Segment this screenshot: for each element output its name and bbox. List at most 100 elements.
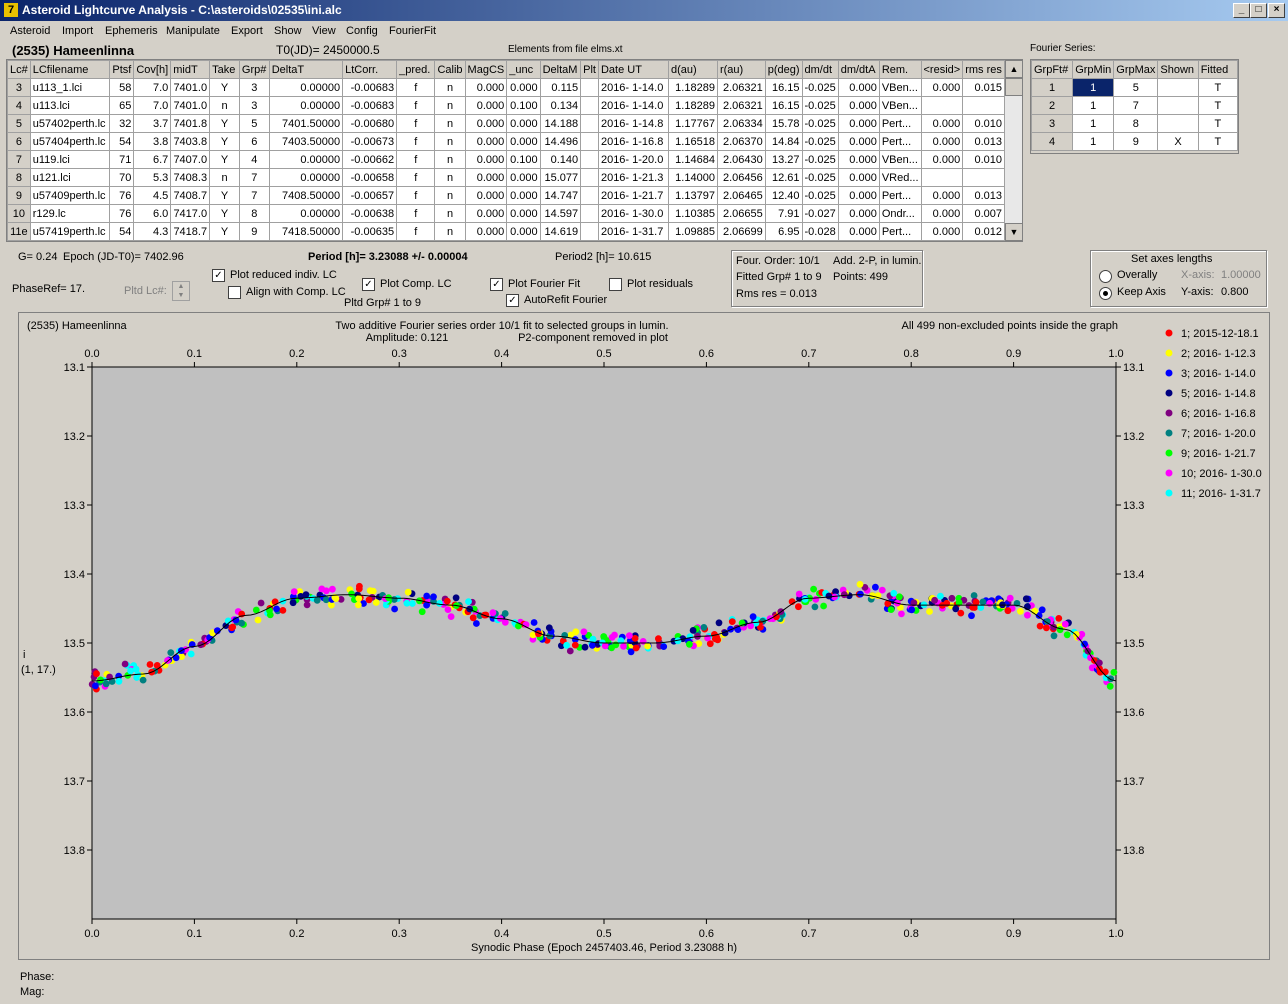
table-cell[interactable]: 7 (238, 168, 270, 187)
table-cell[interactable]: n (434, 222, 466, 241)
table-cell[interactable]: 0.000 (506, 168, 541, 187)
row-header[interactable]: 6 (7, 132, 31, 151)
lc-col-header[interactable]: _pred. (396, 60, 436, 79)
table-cell[interactable]: f (396, 114, 436, 133)
lc-col-header[interactable]: _unc (506, 60, 541, 79)
table-cell[interactable]: 0.000 (837, 204, 880, 223)
table-cell[interactable]: 0.007 (962, 204, 1005, 223)
table-cell[interactable]: 7 (238, 186, 270, 205)
table-cell[interactable]: 2016- 1-14.0 (597, 96, 670, 115)
table-cell[interactable]: 0.134 (539, 96, 582, 115)
table-cell[interactable]: n (434, 150, 466, 169)
table-cell[interactable]: 76 (109, 186, 135, 205)
table-cell[interactable] (1157, 114, 1199, 133)
table-cell[interactable]: 2.06370 (716, 132, 766, 151)
plot-comp-checkbox[interactable]: ✓ (362, 278, 375, 291)
table-cell[interactable]: 7418.50000 (268, 222, 344, 241)
scroll-down-icon[interactable]: ▼ (1005, 223, 1022, 241)
row-header[interactable]: 9 (7, 186, 31, 205)
table-cell[interactable]: u113_1.lci (29, 78, 111, 97)
table-cell[interactable]: 14.84 (764, 132, 803, 151)
table-cell[interactable]: 6.0 (133, 204, 172, 223)
table-cell[interactable]: -0.00680 (342, 114, 398, 133)
table-cell[interactable]: 7 (1113, 96, 1159, 115)
table-cell[interactable]: 16.15 (764, 96, 803, 115)
table-cell[interactable]: 1.16518 (668, 132, 718, 151)
table-cell[interactable]: f (396, 78, 436, 97)
plot-fourier-checkbox[interactable]: ✓ (490, 278, 503, 291)
table-cell[interactable]: 0.000 (920, 150, 964, 169)
table-cell[interactable]: 70 (109, 168, 135, 187)
row-header[interactable]: 7 (7, 150, 31, 169)
table-cell[interactable]: Y (209, 132, 240, 151)
lc-col-header[interactable]: MagCS (464, 60, 508, 79)
table-cell[interactable]: 0.012 (962, 222, 1005, 241)
table-cell[interactable]: 0.000 (920, 132, 964, 151)
table-cell[interactable]: 76 (109, 204, 135, 223)
table-cell[interactable]: 1 (1072, 114, 1115, 133)
lc-col-header[interactable]: midT (170, 60, 211, 79)
table-cell[interactable]: 0.013 (962, 186, 1005, 205)
overally-radio[interactable] (1099, 270, 1112, 283)
table-cell[interactable]: 15.077 (539, 168, 582, 187)
table-cell[interactable]: T (1197, 132, 1238, 151)
lc-col-header[interactable]: Ptsf (109, 60, 135, 79)
table-cell[interactable]: -0.027 (801, 204, 839, 223)
table-cell[interactable]: u57409perth.lc (29, 186, 111, 205)
lc-col-header[interactable]: Date UT (597, 60, 670, 79)
keep-axis-radio[interactable] (1099, 287, 1112, 300)
table-cell[interactable]: 7.0 (133, 78, 172, 97)
table-row[interactable]: 4 u113.lci 65 7.0 7401.0 n 3 0.00000 -0.00683 f n 0… (7, 96, 1005, 115)
lc-col-header[interactable]: dm/dtA (837, 60, 880, 79)
table-cell[interactable]: 0.000 (464, 78, 508, 97)
table-cell[interactable]: 0.000 (464, 168, 508, 187)
lc-col-header[interactable]: LtCorr. (342, 60, 398, 79)
table-cell[interactable]: 0.00000 (268, 78, 344, 97)
menu-show[interactable]: Show (274, 25, 302, 37)
table-cell[interactable]: 14.188 (539, 114, 582, 133)
table-row[interactable]: 10 r129.lc 76 6.0 7417.0 Y 8 0.00000 -0.00638 f n 0… (7, 204, 1005, 223)
lc-col-header[interactable]: r(au) (716, 60, 766, 79)
table-cell[interactable]: 7418.7 (170, 222, 211, 241)
table-cell[interactable]: 0.000 (920, 186, 964, 205)
lc-col-header[interactable]: Calib (434, 60, 466, 79)
table-cell[interactable]: 3.7 (133, 114, 172, 133)
lc-col-header[interactable]: p(deg) (764, 60, 803, 79)
table-cell[interactable]: 7408.50000 (268, 186, 344, 205)
table-cell[interactable]: 0.000 (506, 204, 541, 223)
table-cell[interactable]: 0.010 (962, 114, 1005, 133)
menu-ephemeris[interactable]: Ephemeris (105, 25, 158, 37)
row-header[interactable]: 2 (1031, 96, 1074, 115)
table-cell[interactable]: 0.000 (920, 114, 964, 133)
table-cell[interactable]: 0.000 (464, 186, 508, 205)
table-cell[interactable]: n (434, 96, 466, 115)
table-cell[interactable]: VBen... (878, 78, 922, 97)
lc-col-header[interactable]: LCfilename (29, 60, 111, 79)
row-header[interactable]: 3 (7, 78, 31, 97)
table-cell[interactable]: 2016- 1-20.0 (597, 150, 670, 169)
table-cell[interactable]: Y (209, 204, 240, 223)
table-cell[interactable]: 8 (1113, 114, 1159, 133)
table-cell[interactable]: 1.18289 (668, 96, 718, 115)
table-row[interactable]: 6 u57404perth.lc 54 3.8 7403.8 Y 6 7403.50000 -0… (7, 132, 1005, 151)
lc-col-header[interactable]: rms res (962, 60, 1005, 79)
table-cell[interactable]: Y (209, 186, 240, 205)
lc-col-header[interactable]: Plt (580, 60, 599, 79)
table-cell[interactable]: 8 (238, 204, 270, 223)
lc-col-header[interactable]: dm/dt (801, 60, 839, 79)
table-cell[interactable] (580, 222, 599, 241)
table-cell[interactable] (580, 168, 599, 187)
table-cell[interactable]: Y (209, 78, 240, 97)
table-cell[interactable]: T (1197, 114, 1238, 133)
table-cell[interactable]: 7417.0 (170, 204, 211, 223)
table-cell[interactable]: 0.000 (506, 186, 541, 205)
table-cell[interactable]: 1 (1072, 96, 1115, 115)
table-cell[interactable]: 4.5 (133, 186, 172, 205)
table-cell[interactable]: 7.91 (764, 204, 803, 223)
table-cell[interactable]: f (396, 186, 436, 205)
table-cell[interactable]: 0.000 (837, 168, 880, 187)
table-cell[interactable]: -0.00635 (342, 222, 398, 241)
table-cell[interactable]: 14.619 (539, 222, 582, 241)
